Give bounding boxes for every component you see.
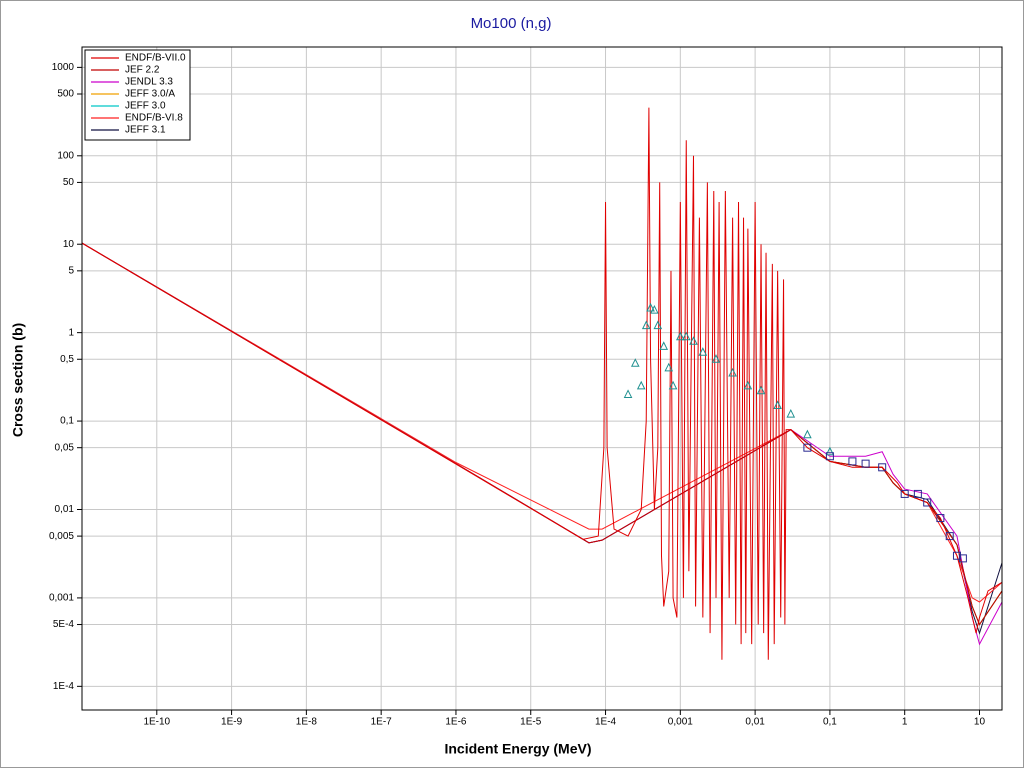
data-point	[646, 302, 655, 312]
y-tick-label: 50	[63, 177, 75, 188]
data-point	[756, 385, 766, 395]
data-point	[803, 443, 812, 452]
chart-title: Mo100 (n,g)	[471, 15, 552, 32]
data-point	[861, 459, 870, 468]
x-tick-label: 1E-9	[221, 717, 243, 728]
data-point	[659, 341, 669, 350]
data-point	[773, 400, 782, 409]
data-point	[952, 551, 961, 560]
data-point	[681, 331, 691, 341]
y-tick-label: 0,005	[49, 531, 74, 542]
data-point	[803, 429, 812, 439]
plot-border	[81, 46, 1003, 711]
y-tick-label: 0,05	[55, 442, 75, 453]
x-tick-label: 1E-4	[595, 717, 617, 728]
y-tick-label: 5	[68, 265, 74, 276]
y-tick-label: 0,01	[55, 504, 75, 515]
x-tick-label: 1E-8	[296, 717, 318, 728]
x-tick-label: 1E-6	[445, 717, 467, 728]
y-tick-label: 1000	[52, 62, 75, 73]
x-tick-label: 0,001	[668, 717, 693, 728]
data-point	[653, 320, 663, 330]
data-point	[923, 498, 932, 507]
data-point	[711, 354, 721, 363]
y-tick-label: 1	[68, 327, 74, 338]
data-point	[825, 446, 835, 456]
data-point	[936, 514, 945, 523]
data-point	[728, 367, 737, 377]
data-point	[945, 532, 954, 541]
legend-label: ENDF/B-VI.8	[125, 113, 183, 124]
x-tick-label: 10	[974, 717, 986, 728]
data-point	[636, 380, 646, 390]
legend-box	[84, 49, 191, 141]
data-point	[641, 320, 651, 330]
x-tick-label: 1	[902, 717, 908, 728]
data-point	[623, 389, 633, 398]
x-axis-label: Incident Energy (MeV)	[444, 741, 591, 757]
y-tick-label: 0,1	[60, 416, 74, 427]
legend-label: ENDF/B-VII.0	[125, 53, 186, 64]
y-tick-label: 500	[57, 89, 74, 100]
x-tick-label: 1E-7	[371, 717, 393, 728]
data-point	[698, 347, 708, 356]
data-point	[786, 408, 796, 418]
x-tick-label: 1E-10	[143, 717, 170, 728]
y-tick-label: 100	[57, 150, 74, 161]
y-tick-label: 0,001	[49, 593, 74, 604]
data-point	[630, 358, 640, 367]
y-tick-label: 5E-4	[53, 619, 75, 630]
y-tick-label: 10	[63, 239, 75, 250]
grid: 1E-10 1E-9 1E-8 1E-7 1E-6 1E-5 1E-4 0,001 0,01 0,…	[49, 47, 1002, 728]
data-point	[676, 331, 685, 341]
y-tick-label: 1E-4	[53, 681, 75, 692]
data-point	[650, 304, 659, 314]
data-point	[668, 380, 678, 390]
x-tick-label: 1E-5	[520, 717, 542, 728]
data-point	[689, 336, 698, 345]
legend-label: JEFF 3.0/A	[125, 89, 175, 100]
x-tick-label: 0,01	[745, 717, 765, 728]
data-point	[878, 463, 887, 472]
data-point	[848, 457, 857, 466]
data-point	[913, 489, 922, 498]
legend-label: JENDL 3.3	[125, 77, 173, 88]
data-point	[743, 380, 753, 390]
data-point	[825, 452, 834, 461]
legend-label: JEFF 3.0	[125, 101, 166, 112]
data-point	[900, 489, 909, 498]
data-point	[958, 554, 967, 563]
legend-label: JEFF 3.1	[125, 125, 166, 136]
x-tick-label: 0,1	[823, 717, 837, 728]
legend-label: JEF 2.2	[125, 65, 160, 76]
data-point	[664, 362, 674, 372]
plot-area	[81, 107, 1003, 660]
y-axis-label: Cross section (b)	[10, 323, 26, 437]
y-tick-label: 0,5	[60, 354, 74, 365]
